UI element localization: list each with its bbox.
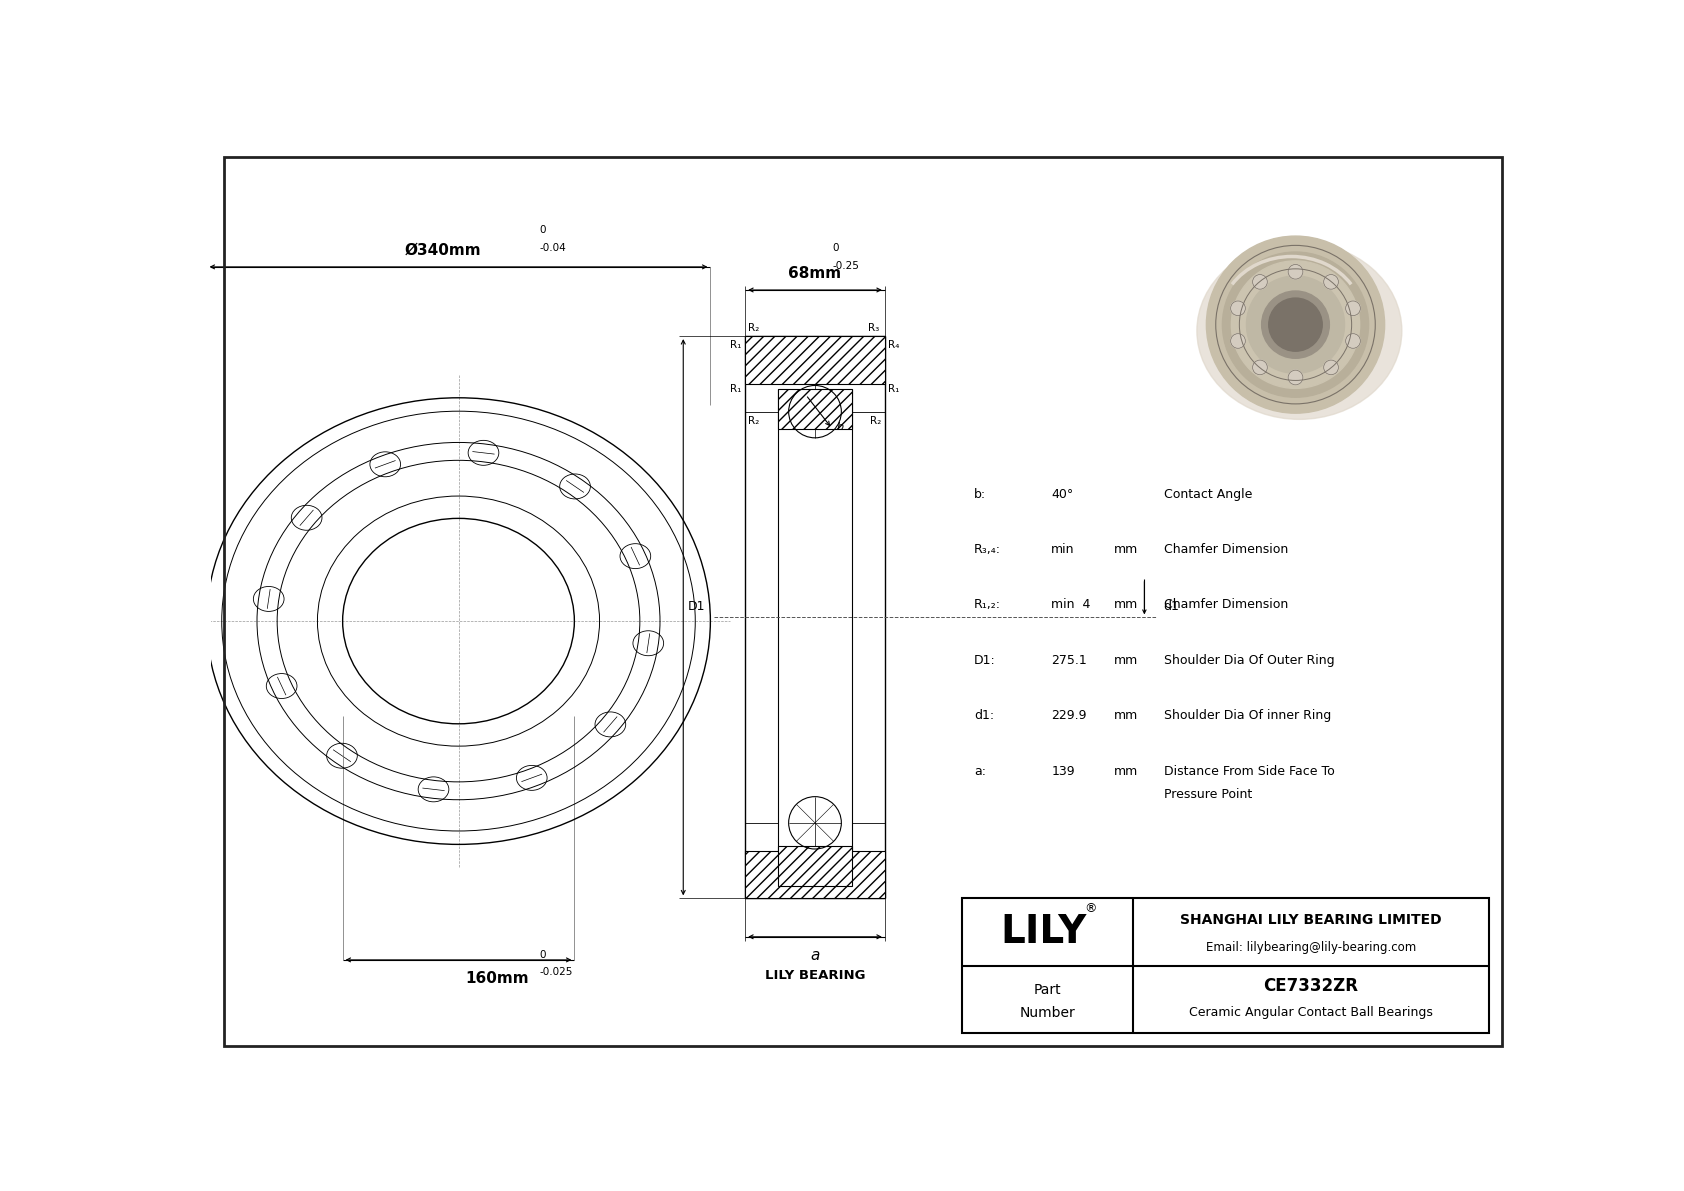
- Circle shape: [1206, 236, 1384, 413]
- Text: 160mm: 160mm: [465, 972, 529, 986]
- Text: Shoulder Dia Of inner Ring: Shoulder Dia Of inner Ring: [1164, 710, 1330, 722]
- Text: Contact Angle: Contact Angle: [1164, 487, 1253, 500]
- Circle shape: [1346, 301, 1361, 316]
- Text: R₁: R₁: [729, 384, 741, 393]
- Text: Shoulder Dia Of Outer Ring: Shoulder Dia Of Outer Ring: [1164, 654, 1334, 667]
- Text: R₃: R₃: [867, 323, 879, 333]
- Text: 40°: 40°: [1051, 487, 1074, 500]
- Text: D1: D1: [687, 600, 706, 613]
- Text: b: b: [837, 423, 844, 432]
- Circle shape: [1231, 301, 1246, 316]
- Text: d1:: d1:: [973, 710, 994, 722]
- Text: R₂: R₂: [871, 416, 882, 425]
- Bar: [746, 850, 884, 898]
- Bar: [962, 898, 1489, 1033]
- Text: Part: Part: [1034, 983, 1061, 997]
- Text: LILY BEARING: LILY BEARING: [765, 968, 866, 981]
- Text: D1:: D1:: [973, 654, 995, 667]
- Text: R₂: R₂: [748, 323, 759, 333]
- Circle shape: [1268, 298, 1322, 351]
- Text: ®: ®: [1084, 903, 1096, 916]
- Text: Pressure Point: Pressure Point: [1164, 787, 1251, 800]
- Circle shape: [1288, 264, 1303, 279]
- Text: Chamfer Dimension: Chamfer Dimension: [1164, 598, 1288, 611]
- Bar: [778, 388, 852, 429]
- Text: SHANGHAI LILY BEARING LIMITED: SHANGHAI LILY BEARING LIMITED: [1180, 913, 1442, 928]
- Circle shape: [1253, 275, 1268, 289]
- Text: Distance From Side Face To: Distance From Side Face To: [1164, 765, 1334, 778]
- Circle shape: [1223, 252, 1369, 398]
- Bar: [778, 846, 852, 886]
- Text: R₂: R₂: [748, 416, 759, 425]
- Circle shape: [1324, 360, 1339, 375]
- Bar: [746, 336, 884, 384]
- Ellipse shape: [1197, 242, 1401, 419]
- Text: 275.1: 275.1: [1051, 654, 1088, 667]
- Text: mm: mm: [1113, 710, 1138, 722]
- Text: Chamfer Dimension: Chamfer Dimension: [1164, 543, 1288, 556]
- Text: -0.25: -0.25: [832, 261, 859, 270]
- Text: Ø340mm: Ø340mm: [404, 243, 482, 257]
- Text: d1: d1: [1164, 600, 1179, 613]
- Circle shape: [1246, 276, 1344, 373]
- Text: mm: mm: [1113, 543, 1138, 556]
- Text: mm: mm: [1113, 654, 1138, 667]
- Text: 0: 0: [541, 225, 546, 235]
- Text: min: min: [1051, 543, 1074, 556]
- Text: min  4: min 4: [1051, 598, 1091, 611]
- Text: a: a: [810, 948, 820, 964]
- Text: Number: Number: [1019, 1006, 1076, 1021]
- Text: LILY: LILY: [1000, 913, 1086, 950]
- Text: mm: mm: [1113, 765, 1138, 778]
- Text: 229.9: 229.9: [1051, 710, 1086, 722]
- Text: -0.04: -0.04: [541, 243, 566, 252]
- Text: 68mm: 68mm: [788, 266, 842, 281]
- Text: Ceramic Angular Contact Ball Bearings: Ceramic Angular Contact Ball Bearings: [1189, 1006, 1433, 1019]
- Circle shape: [1324, 275, 1339, 289]
- Circle shape: [1288, 370, 1303, 385]
- Circle shape: [1261, 291, 1329, 358]
- Circle shape: [1253, 360, 1268, 375]
- Text: R₃,₄:: R₃,₄:: [973, 543, 1000, 556]
- Text: -0.025: -0.025: [541, 967, 573, 977]
- Text: b:: b:: [973, 487, 987, 500]
- Circle shape: [1231, 261, 1359, 388]
- Text: R₁: R₁: [729, 341, 741, 350]
- Text: 0: 0: [541, 950, 546, 960]
- Text: a:: a:: [973, 765, 985, 778]
- Text: Email: lilybearing@lily-bearing.com: Email: lilybearing@lily-bearing.com: [1206, 941, 1416, 954]
- Text: mm: mm: [1113, 598, 1138, 611]
- Text: 0: 0: [832, 243, 839, 252]
- Text: R₄: R₄: [887, 341, 899, 350]
- Circle shape: [1231, 333, 1246, 348]
- Text: CE7332ZR: CE7332ZR: [1263, 978, 1359, 996]
- Text: R₁: R₁: [887, 384, 899, 393]
- Text: R₁,₂:: R₁,₂:: [973, 598, 1000, 611]
- Text: 139: 139: [1051, 765, 1074, 778]
- Circle shape: [1346, 333, 1361, 348]
